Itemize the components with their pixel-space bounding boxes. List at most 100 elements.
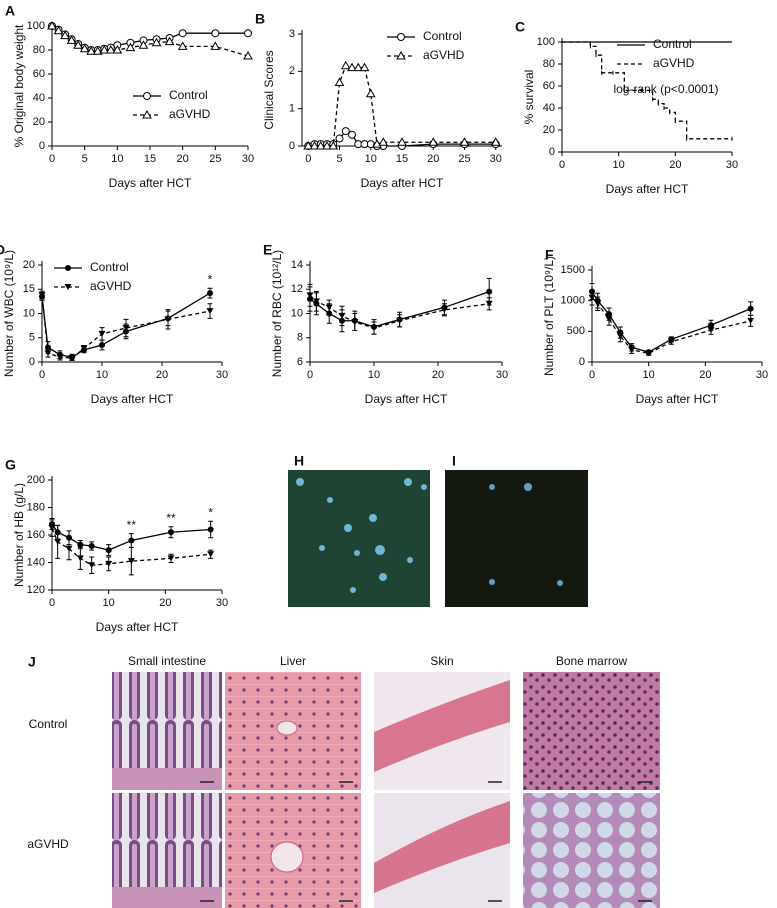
significance: * (208, 272, 213, 286)
marker (127, 558, 135, 565)
row-label: aGVHD (27, 837, 69, 851)
significance: ** (127, 518, 137, 532)
x-tick-label: 30 (216, 369, 228, 381)
x-axis-label: Days after HCT (91, 392, 174, 406)
marker (303, 140, 314, 150)
marker (338, 312, 346, 319)
marker (178, 29, 187, 38)
legend-label: Control (169, 88, 208, 102)
marker (378, 137, 389, 146)
y-tick-label: 160 (27, 529, 45, 541)
legend-label: Control (423, 29, 462, 43)
legend-label: aGVHD (169, 107, 211, 121)
fluorescence-image (288, 470, 430, 607)
legend-marker (396, 50, 406, 60)
marker (44, 350, 52, 357)
marker (92, 46, 103, 55)
x-tick-label: 10 (368, 369, 380, 381)
y-axis-label: Number of WBC (10⁹/L) (2, 250, 16, 377)
marker (151, 37, 162, 47)
tissue-base (112, 768, 222, 790)
x-axis-label: Days after HCT (96, 620, 179, 634)
marker (112, 44, 123, 54)
x-tick-label: 10 (96, 369, 108, 381)
legend-marker (143, 92, 151, 100)
legend-marker (397, 33, 405, 41)
y-tick-label: 40 (543, 102, 555, 114)
marker (76, 555, 84, 562)
y-axis-label: % survival (522, 70, 536, 125)
marker (747, 317, 755, 324)
marker (428, 137, 439, 146)
marker (334, 77, 345, 87)
marker (370, 325, 378, 332)
x-tick-label: 15 (396, 153, 408, 165)
marker (244, 29, 252, 38)
histology-grid: J Small intestine Liver Skin Bone marrow Cont… (27, 654, 660, 908)
marker (459, 137, 470, 146)
y-tick-label: 20 (33, 116, 45, 128)
y-tick-label: 6 (297, 356, 303, 368)
y-tick-label: 1500 (561, 264, 585, 276)
y-tick-label: 100 (537, 36, 555, 48)
x-axis-label: Days after HCT (606, 182, 689, 196)
marker (177, 41, 188, 50)
y-axis-label: % Original body weight (12, 24, 26, 147)
marker (365, 88, 376, 98)
marker (616, 333, 624, 340)
x-tick-label: 5 (82, 153, 88, 165)
marker (128, 537, 135, 544)
marker (315, 140, 326, 150)
marker (105, 560, 113, 567)
marker (79, 43, 90, 53)
vessel (276, 720, 298, 736)
legend-marker (65, 265, 71, 271)
marker (347, 62, 357, 72)
marker (105, 44, 116, 54)
y-tick-label: 20 (23, 259, 35, 271)
marker (485, 300, 493, 307)
x-tick-label: 20 (159, 597, 171, 609)
marker (667, 338, 675, 345)
legend-label: Control (653, 37, 692, 51)
skin-layer (374, 801, 510, 893)
x-tick-label: 0 (559, 159, 565, 171)
marker (351, 318, 359, 325)
y-axis-label: Number of HB (g/L) (12, 483, 26, 587)
y-tick-label: 15 (23, 283, 35, 295)
marker (73, 40, 83, 49)
x-tick-label: 0 (49, 597, 55, 609)
y-tick-label: 0 (579, 356, 585, 368)
x-tick-label: 20 (699, 369, 711, 381)
y-tick-label: 0 (289, 140, 295, 152)
y-tick-label: 10 (23, 307, 35, 319)
marker (397, 137, 407, 146)
y-tick-label: 0 (29, 356, 35, 368)
y-tick-label: 8 (297, 332, 303, 344)
marker (88, 543, 95, 549)
tissue-base (112, 887, 222, 908)
marker (645, 350, 653, 357)
y-tick-label: 20 (543, 124, 555, 136)
y-tick-label: 200 (27, 474, 45, 486)
marker (322, 140, 332, 150)
marker (335, 134, 344, 143)
panel-letter: J (28, 654, 36, 670)
y-tick-label: 140 (27, 556, 45, 568)
marker (207, 290, 213, 297)
annotation: log-rank (p<0.0001) (613, 82, 718, 96)
marker (341, 127, 350, 136)
column-header: Liver (280, 654, 306, 668)
panel-letter: F (545, 247, 554, 263)
marker (747, 305, 754, 312)
y-tick-label: 120 (27, 584, 45, 596)
marker (306, 292, 314, 299)
marker (47, 20, 57, 30)
y-axis-label: Number of PLT (10⁹/L) (542, 256, 556, 376)
x-tick-label: 30 (242, 153, 254, 165)
y-tick-label: 80 (543, 58, 555, 70)
x-tick-label: 30 (490, 153, 502, 165)
marker (206, 308, 214, 315)
marker (164, 316, 172, 323)
marker (56, 354, 64, 361)
